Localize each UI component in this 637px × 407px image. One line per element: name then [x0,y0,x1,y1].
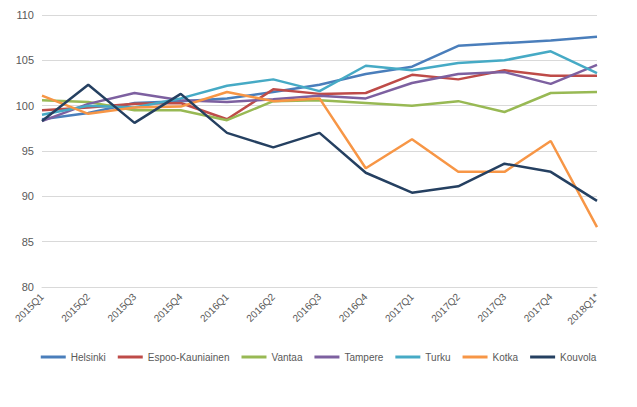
svg-text:85: 85 [22,236,34,248]
svg-text:2017Q3: 2017Q3 [475,291,508,324]
svg-text:Turku: Turku [425,352,450,363]
svg-text:2017Q2: 2017Q2 [429,291,462,324]
svg-text:2018Q1*: 2018Q1* [565,291,601,327]
svg-text:2016Q3: 2016Q3 [290,291,323,324]
svg-text:2016Q2: 2016Q2 [244,291,277,324]
svg-text:Tampere: Tampere [344,352,383,363]
svg-text:2017Q1: 2017Q1 [383,291,416,324]
svg-text:Helsinki: Helsinki [71,352,106,363]
svg-text:2015Q4: 2015Q4 [152,291,185,324]
svg-text:2015Q3: 2015Q3 [105,291,138,324]
svg-text:100: 100 [16,100,34,112]
svg-text:2016Q4: 2016Q4 [337,291,370,324]
svg-text:105: 105 [16,54,34,66]
svg-text:110: 110 [16,9,34,21]
svg-text:2015Q1: 2015Q1 [13,291,46,324]
svg-text:2015Q2: 2015Q2 [59,291,92,324]
svg-text:2016Q1: 2016Q1 [198,291,231,324]
svg-text:Kotka: Kotka [493,352,519,363]
svg-text:Vantaa: Vantaa [271,352,302,363]
svg-text:95: 95 [22,145,34,157]
svg-text:2017Q4: 2017Q4 [522,291,555,324]
svg-text:80: 80 [22,281,34,293]
svg-text:Kouvola: Kouvola [560,352,597,363]
svg-text:Espoo-Kauniainen: Espoo-Kauniainen [148,352,230,363]
svg-text:90: 90 [22,190,34,202]
